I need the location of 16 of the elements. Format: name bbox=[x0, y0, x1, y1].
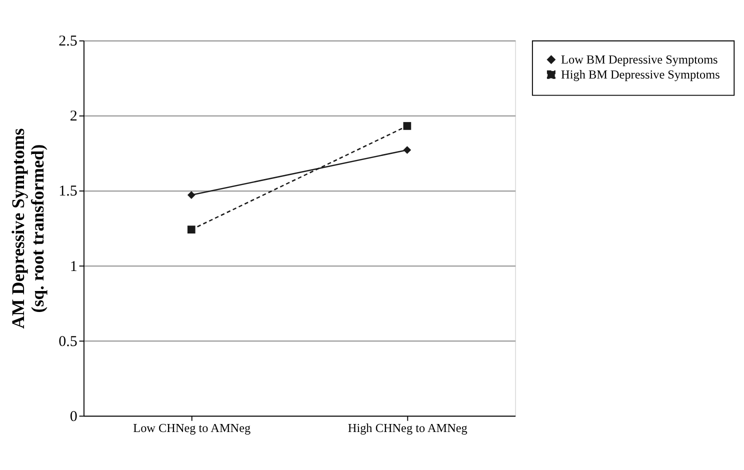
y-tick-label: 1.5 bbox=[58, 184, 78, 200]
y-tick-label: 2 bbox=[70, 108, 78, 125]
point bbox=[187, 191, 196, 199]
text: AM Depressive Symptoms bbox=[8, 128, 28, 329]
point bbox=[403, 146, 412, 154]
legend-label: High BM Depressive Symptoms bbox=[561, 67, 720, 82]
y-tick-label: 2.5 bbox=[58, 34, 78, 50]
y-tick-label: 1 bbox=[70, 258, 78, 275]
point bbox=[403, 122, 412, 130]
point bbox=[187, 226, 196, 234]
legend-label: Low BM Depressive Symptoms bbox=[561, 52, 718, 66]
y-tick-label: 0 bbox=[70, 408, 78, 425]
x-tick-label: Low CHNeg to AMNeg bbox=[133, 421, 251, 436]
y-tick-label: 0.5 bbox=[58, 334, 78, 350]
x-tick-label: High CHNeg to AMNeg bbox=[348, 421, 468, 436]
text: (sq. root transformed) bbox=[28, 144, 48, 313]
